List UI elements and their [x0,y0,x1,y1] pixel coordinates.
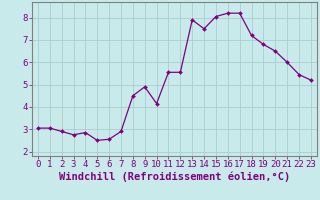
X-axis label: Windchill (Refroidissement éolien,°C): Windchill (Refroidissement éolien,°C) [59,172,290,182]
